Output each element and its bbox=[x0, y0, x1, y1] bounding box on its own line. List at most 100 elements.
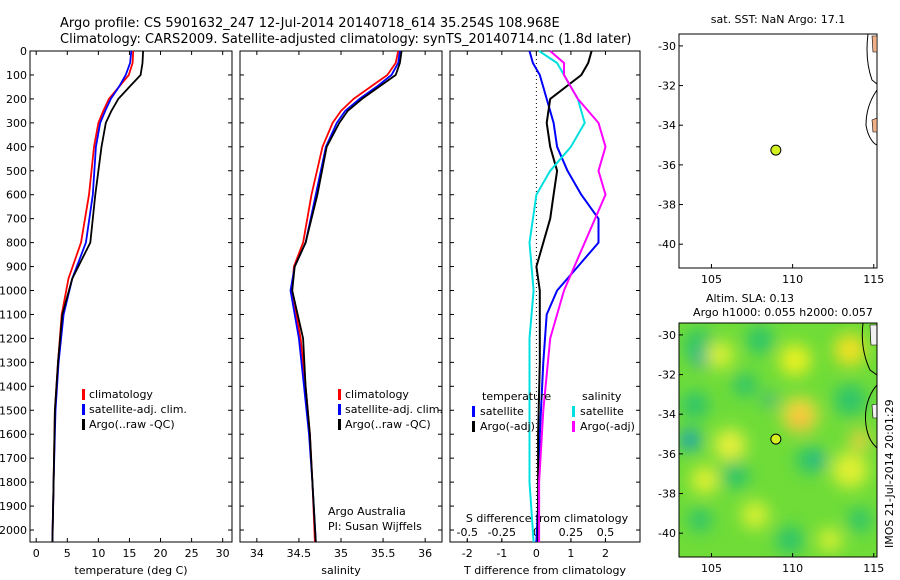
legend-label: Argo(..raw -QC) bbox=[345, 418, 431, 431]
legend-swatch bbox=[338, 419, 341, 430]
x-tick-label: -1 bbox=[496, 547, 507, 560]
x-axis-label: salinity bbox=[321, 564, 361, 577]
sla-map-frame bbox=[678, 322, 878, 558]
map-y-tick-label: -36 bbox=[658, 159, 676, 172]
x2-tick-label: -0.5 bbox=[457, 526, 478, 539]
y-tick-label: 300 bbox=[6, 117, 27, 130]
y-tick-label: 1100 bbox=[0, 308, 27, 321]
legend-label: Argo(-adj) bbox=[480, 420, 535, 433]
legend-swatch bbox=[82, 419, 85, 430]
y-tick-label: 1300 bbox=[0, 356, 27, 369]
sst-land-patch bbox=[871, 35, 878, 133]
y-tick-label: 1600 bbox=[0, 428, 27, 441]
map-x-tick-label: 105 bbox=[701, 273, 722, 286]
map-x-tick-label: 105 bbox=[701, 562, 722, 575]
y-tick-label: 800 bbox=[6, 237, 27, 250]
panel-frame bbox=[449, 50, 641, 543]
y-tick-label: 1700 bbox=[0, 452, 27, 465]
map-x-tick-label: 110 bbox=[782, 273, 803, 286]
header-line1: Argo profile: CS 5901632_247 12-Jul-2014… bbox=[60, 16, 560, 31]
y-tick-label: 1200 bbox=[0, 332, 27, 345]
x-tick-label: 34.5 bbox=[287, 547, 312, 560]
map-y-tick-label: -40 bbox=[658, 527, 676, 540]
legend-title: temperature bbox=[482, 390, 551, 403]
y-tick-label: 500 bbox=[6, 165, 27, 178]
imos-credit: IMOS 21-Jul-2014 20:01:29 bbox=[883, 399, 896, 548]
legend-label: satellite bbox=[480, 405, 524, 418]
series-line-salinity-argo-adj- bbox=[538, 50, 607, 542]
legend-label: satellite-adj. clim. bbox=[89, 403, 187, 416]
series-line-argo-raw-qc- bbox=[51, 50, 144, 543]
panel-frame bbox=[239, 50, 443, 543]
y-tick-label: 1900 bbox=[0, 500, 27, 513]
legend-swatch bbox=[572, 421, 575, 432]
legend-swatch bbox=[472, 406, 475, 417]
map-y-tick-label: -34 bbox=[658, 408, 676, 421]
map-y-tick-label: -30 bbox=[658, 329, 676, 342]
map-y-tick-label: -30 bbox=[658, 40, 676, 53]
argo-position-marker bbox=[770, 144, 782, 156]
sst-coastline bbox=[865, 33, 878, 146]
map-x-tick-label: 115 bbox=[863, 273, 884, 286]
legend-label: Argo(..raw -QC) bbox=[89, 418, 175, 431]
y-tick-label: 600 bbox=[6, 189, 27, 202]
y-tick-label: 700 bbox=[6, 213, 27, 226]
sla-map-title: Altim. SLA: 0.13 bbox=[706, 292, 794, 305]
x-tick-label: 1 bbox=[567, 547, 574, 560]
legend-swatch bbox=[82, 404, 85, 415]
y-tick-label: 2000 bbox=[0, 524, 27, 537]
y-tick-label: 0 bbox=[20, 45, 27, 58]
y-tick-label: 1500 bbox=[0, 404, 27, 417]
map-y-tick-label: -38 bbox=[658, 488, 676, 501]
legend-title: salinity bbox=[582, 390, 622, 403]
series-line-temperature-satellite bbox=[528, 50, 600, 543]
legend-label: Argo(-adj) bbox=[580, 420, 635, 433]
panel-difference: -2 -1 0 1 2 T difference from climatology -0.5… bbox=[449, 50, 641, 577]
annotation-line: Argo Australia bbox=[328, 505, 406, 518]
map-x-tick-label: 115 bbox=[863, 562, 884, 575]
map-y-tick-label: -32 bbox=[658, 369, 676, 382]
x-tick-label: 20 bbox=[154, 547, 168, 560]
sst-map-title: sat. SST: NaN Argo: 17.1 bbox=[711, 13, 845, 26]
legend-swatch bbox=[338, 389, 341, 400]
series-line-satellite-adj-clim- bbox=[289, 50, 401, 543]
x2-tick-label: -0.25 bbox=[488, 526, 516, 539]
annotation-line: PI: Susan Wijffels bbox=[328, 520, 422, 533]
sla-map-subtitle: Argo h1000: 0.055 h2000: 0.057 bbox=[693, 306, 873, 319]
profile-panels: 0100200300400500600700800900100011001200… bbox=[0, 45, 641, 577]
panel-temperature: 0100200300400500600700800900100011001200… bbox=[0, 45, 233, 577]
x-tick-label: 15 bbox=[122, 547, 136, 560]
x-tick-label: 0 bbox=[533, 547, 540, 560]
map-y-tick-label: -32 bbox=[658, 80, 676, 93]
x-tick-label: 5 bbox=[64, 547, 71, 560]
panel-frame bbox=[29, 50, 233, 543]
argo-position-marker bbox=[770, 433, 782, 445]
x-tick-label: 2 bbox=[602, 547, 609, 560]
series-line-temperature-argo-adj- bbox=[535, 50, 593, 542]
sla-map: Altim. SLA: 0.13 Argo h1000: 0.055 h2000… bbox=[658, 292, 884, 575]
map-y-tick-label: -34 bbox=[658, 119, 676, 132]
header-line2: Climatology: CARS2009. Satellite-adjuste… bbox=[60, 32, 632, 47]
y-tick-label: 1400 bbox=[0, 380, 27, 393]
legend-label: satellite bbox=[580, 405, 624, 418]
y-tick-label: 1000 bbox=[0, 285, 27, 298]
y-tick-label: 400 bbox=[6, 141, 27, 154]
x-tick-label: 34 bbox=[250, 547, 264, 560]
legend-label: climatology bbox=[345, 388, 409, 401]
x-tick-label: -2 bbox=[462, 547, 473, 560]
x2-tick-label: 0.5 bbox=[597, 526, 615, 539]
x2-axis-label: S difference from climatology bbox=[466, 512, 629, 525]
legend-swatch bbox=[572, 406, 575, 417]
series-line-argo-raw-qc- bbox=[291, 50, 403, 543]
x-tick-label: 25 bbox=[185, 547, 199, 560]
map-x-tick-label: 110 bbox=[782, 562, 803, 575]
x-tick-label: 0 bbox=[33, 547, 40, 560]
y-tick-label: 1800 bbox=[0, 476, 27, 489]
legend-swatch bbox=[472, 421, 475, 432]
panel-salinity: 34 34.5 35 35.5 36 salinity climatology satelli… bbox=[239, 50, 443, 577]
y-tick-label: 900 bbox=[6, 261, 27, 274]
x-tick-label: 10 bbox=[91, 547, 105, 560]
legend-label: climatology bbox=[89, 388, 153, 401]
map-y-tick-label: -40 bbox=[658, 238, 676, 251]
